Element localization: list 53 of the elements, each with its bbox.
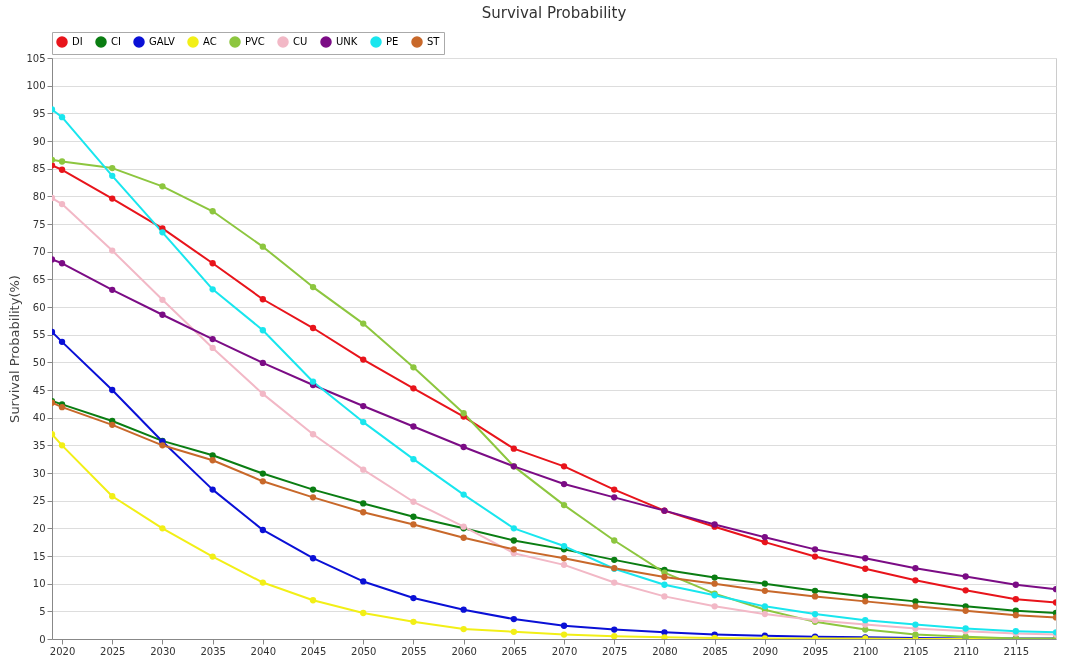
y-tick-label: 90 (32, 135, 46, 147)
y-tick-label: 65 (32, 273, 46, 285)
x-tick-label: 2060 (451, 645, 477, 657)
y-tick-label: 30 (32, 467, 46, 479)
y-tick-label: 75 (32, 218, 46, 230)
x-tick-label: 2065 (501, 645, 528, 657)
x-tick-label: 2055 (401, 645, 427, 657)
y-tick-label: 35 (32, 439, 46, 451)
legend-label: ST (427, 36, 441, 47)
y-tick-label: 0 (39, 633, 46, 645)
x-tick-label: 2025 (100, 645, 126, 657)
x-tick-label: 2095 (802, 645, 829, 657)
x-tick-label: 2020 (49, 645, 76, 657)
x-tick-label: 2100 (853, 645, 879, 657)
y-tick-label: 55 (32, 329, 46, 341)
y-tick-label: 25 (32, 495, 46, 507)
y-tick-label: 70 (32, 246, 46, 258)
x-tick-label: 2070 (551, 645, 578, 657)
legend-label: UNK (336, 36, 358, 47)
x-tick-label: 2050 (351, 645, 377, 657)
y-tick-label: 80 (32, 190, 46, 202)
legend-label: PVC (245, 36, 265, 47)
legend-label: GALV (149, 36, 176, 47)
y-tick-label: 10 (32, 578, 46, 590)
y-tick-label: 100 (26, 80, 46, 92)
y-tick-label: 5 (39, 605, 46, 617)
x-tick-label: 2105 (903, 645, 929, 657)
y-tick-label: 15 (32, 550, 46, 562)
chart-title: Survival Probability (481, 4, 627, 22)
legend-label: PE (386, 36, 399, 47)
x-tick-label: 2110 (953, 645, 979, 657)
x-tick-label: 2040 (250, 645, 277, 657)
legend-label: AC (203, 36, 217, 47)
y-tick-label: 50 (32, 356, 46, 368)
y-tick-label: 85 (32, 163, 46, 175)
x-tick-label: 2045 (300, 645, 327, 657)
y-axis-title: Survival Probability(%) (7, 275, 23, 423)
x-tick-label: 2115 (1003, 645, 1030, 657)
legend-label: CU (293, 36, 308, 47)
x-tick-label: 2030 (150, 645, 176, 657)
y-tick-label: 20 (32, 522, 46, 534)
legend-label: DI (72, 36, 83, 47)
y-tick-label: 40 (32, 412, 46, 424)
legend-label: CI (111, 36, 121, 47)
x-tick-label: 2080 (652, 645, 678, 657)
x-tick-label: 2035 (200, 645, 226, 657)
x-tick-label: 2085 (702, 645, 728, 657)
x-tick-label: 2090 (752, 645, 779, 657)
y-tick-label: 105 (26, 52, 46, 64)
y-tick-label: 95 (32, 107, 46, 119)
x-tick-label: 2075 (602, 645, 628, 657)
y-tick-label: 60 (32, 301, 46, 313)
y-tick-label: 45 (32, 384, 46, 396)
